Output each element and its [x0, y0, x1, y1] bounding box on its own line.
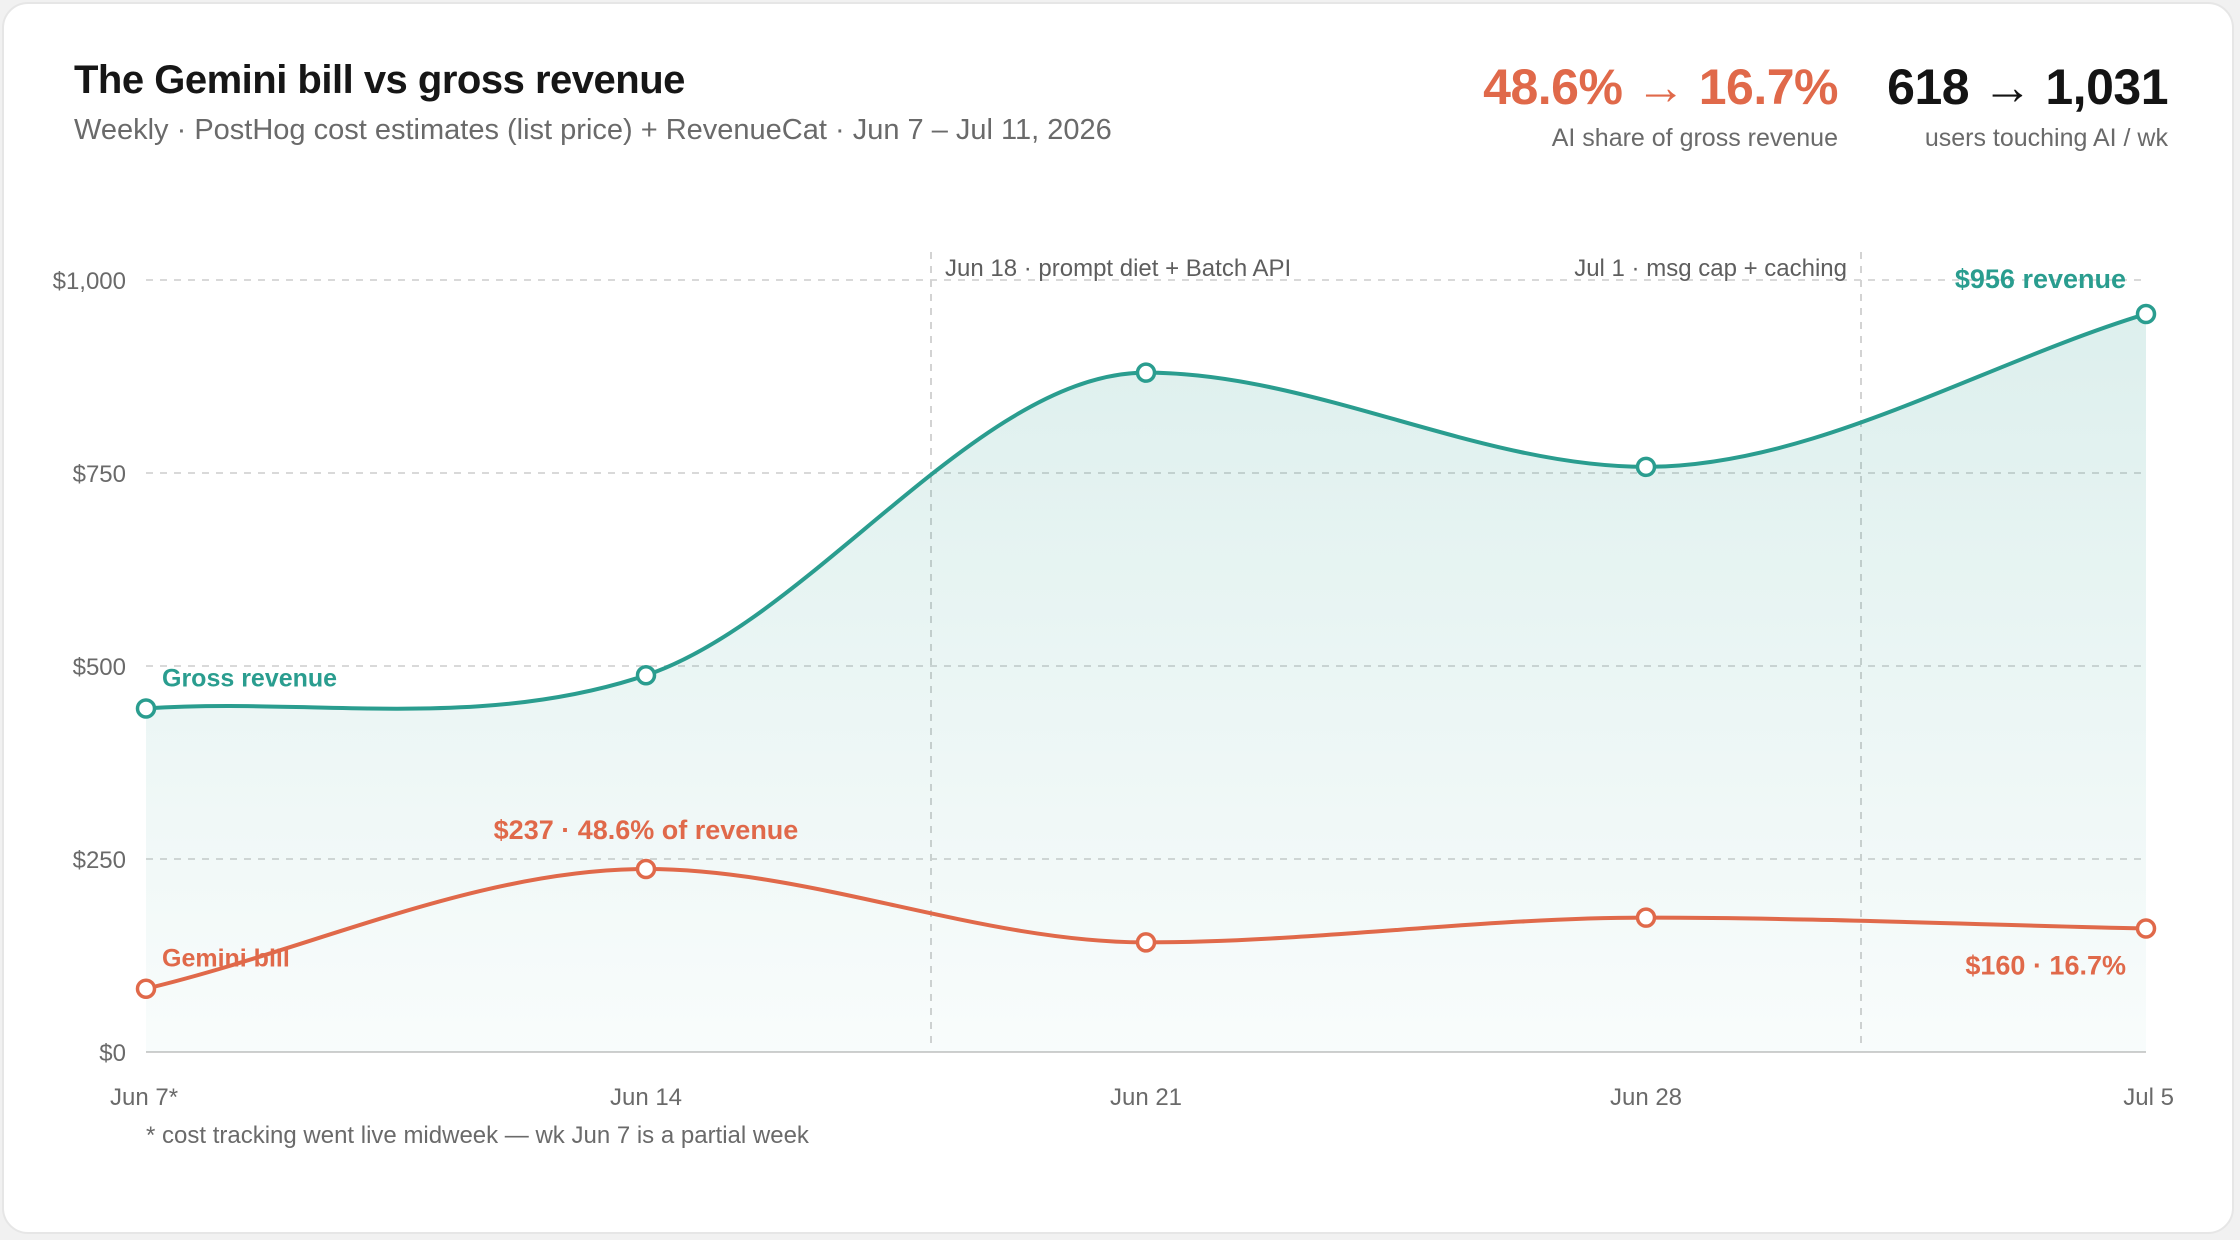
chart-subtitle: Weekly · PostHog cost estimates (list pr…: [74, 114, 1112, 146]
data-point: [635, 858, 657, 880]
data-point: [135, 698, 157, 719]
x-tick-label: Jun 14: [610, 1084, 682, 1111]
x-tick-label: Jun 7*: [110, 1084, 178, 1111]
data-point: [135, 978, 157, 999]
y-tick-label: $750: [73, 461, 126, 488]
point-annotation: $237 · 48.6% of revenue: [494, 815, 799, 845]
y-tick-label: $1,000: [53, 268, 126, 295]
data-point: [2135, 918, 2157, 939]
data-point: [1635, 456, 1657, 478]
ai-share-label: AI share of gross revenue: [1551, 124, 1838, 152]
x-tick-label: Jun 21: [1110, 1084, 1182, 1111]
annotation-label: Jul 1 · msg cap + caching: [1574, 255, 1847, 282]
series-label-revenue: Gross revenue: [162, 664, 337, 692]
footnote: * cost tracking went live midweek — wk J…: [146, 1122, 809, 1149]
x-tick-label: Jul 5: [2123, 1084, 2174, 1111]
ai-share-stat: 48.6% → 16.7% AI share of gross revenue: [1483, 58, 1838, 153]
data-point: [1135, 362, 1157, 383]
x-tick-label: Jun 28: [1610, 1084, 1682, 1111]
data-point: [2135, 303, 2157, 325]
chart-title: The Gemini bill vs gross revenue: [74, 58, 685, 102]
data-point: [1135, 932, 1157, 953]
users-value: 618 → 1,031: [1887, 59, 2168, 115]
annotation-label: Jun 18 · prompt diet + Batch API: [945, 255, 1291, 282]
ai-share-value: 48.6% → 16.7%: [1483, 59, 1838, 115]
series-label-gemini: Gemini bill: [162, 945, 290, 973]
data-point: [635, 665, 657, 686]
users-label: users touching AI / wk: [1924, 124, 2168, 152]
data-point: [1635, 907, 1657, 928]
point-annotation: $160 · 16.7%: [1965, 950, 2126, 980]
y-tick-label: $0: [99, 1040, 126, 1067]
point-annotation: $956 revenue: [1955, 264, 2126, 294]
y-tick-label: $500: [73, 654, 126, 681]
y-tick-label: $250: [73, 847, 126, 874]
users-stat: 618 → 1,031 users touching AI / wk: [1887, 58, 2168, 153]
